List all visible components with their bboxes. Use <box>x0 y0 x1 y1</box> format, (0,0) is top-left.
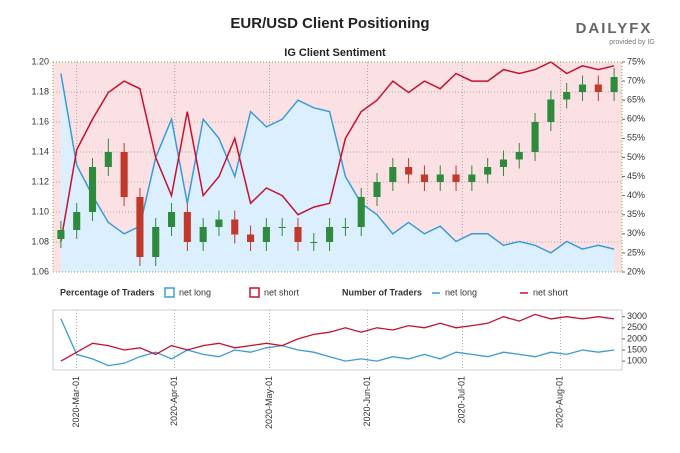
candle-body <box>389 167 397 182</box>
legend-title: Number of Traders <box>342 287 422 297</box>
y-tick-label: 1.18 <box>31 86 49 96</box>
brand: DAILYFX <box>576 20 653 37</box>
candle-body <box>120 152 128 197</box>
candle-body <box>247 234 255 242</box>
candle-body <box>326 227 334 242</box>
candle-body <box>547 99 555 122</box>
candle-body <box>57 230 65 239</box>
line <box>60 73 615 254</box>
y-tick-label: 1.20 <box>31 56 49 66</box>
line <box>60 313 615 362</box>
plot-frame <box>52 61 623 273</box>
y-tick-label: 1.12 <box>31 176 49 186</box>
candle-body <box>452 174 460 182</box>
candle-body <box>310 242 318 243</box>
legend-label: net long <box>445 287 477 297</box>
y2-tick-label: 3000 <box>627 311 647 321</box>
candle-body <box>468 174 476 182</box>
candle-body <box>262 227 270 242</box>
candle-body <box>484 167 492 175</box>
legend-label: net long <box>179 287 211 297</box>
x-tick-label: 2020-Jun-01 <box>362 376 372 427</box>
y2-tick-label: 40% <box>627 190 645 200</box>
x-tick-label: 2020-Jul-01 <box>457 376 467 424</box>
candle-body <box>183 212 191 242</box>
x-tick-label: 2020-May-01 <box>264 376 274 429</box>
candle-body <box>88 167 97 212</box>
x-tick-label: 2020-Mar-01 <box>71 376 81 428</box>
y2-tick-label: 50% <box>627 152 645 162</box>
candle-body <box>73 212 81 230</box>
legend-title: Percentage of Traders <box>60 287 155 297</box>
candle-body <box>531 122 539 152</box>
y-tick-label: 1.14 <box>31 146 49 156</box>
candle-body <box>294 227 302 242</box>
y-tick-label: 1.08 <box>31 236 49 246</box>
legend-label: net short <box>264 287 300 297</box>
candle-body <box>341 227 349 228</box>
y2-tick-label: 35% <box>627 209 645 219</box>
candle-body <box>357 197 365 227</box>
y-tick-label: 1.16 <box>31 116 49 126</box>
y2-tick-label: 1000 <box>627 355 647 365</box>
y2-tick-label: 65% <box>627 95 645 105</box>
y-tick-label: 1.06 <box>31 266 49 276</box>
y2-tick-label: 2500 <box>627 322 647 332</box>
candle-body <box>436 174 444 182</box>
y2-tick-label: 2000 <box>627 333 647 343</box>
y2-tick-label: 75% <box>627 56 645 66</box>
candle-body <box>594 84 602 92</box>
candle-body <box>104 152 112 167</box>
page-title: EUR/USD Client Positioning <box>230 15 429 32</box>
y-tick-label: 1.10 <box>31 206 49 216</box>
candle-body <box>420 174 428 182</box>
y2-tick-label: 70% <box>627 75 645 85</box>
candle-body <box>278 227 286 228</box>
brand-tagline: provided by IG <box>609 39 655 46</box>
candle-body <box>515 152 523 160</box>
candle-body <box>610 77 618 92</box>
candle-body <box>563 92 571 100</box>
y2-tick-label: 20% <box>627 266 645 276</box>
legend-swatch <box>164 287 175 298</box>
candle-body <box>199 227 207 242</box>
candle-body <box>136 197 144 257</box>
candle-body <box>231 219 239 235</box>
panel-frame <box>52 309 623 371</box>
y2-tick-label: 25% <box>627 247 645 257</box>
x-tick-label: 2020-Apr-01 <box>169 376 179 426</box>
y2-tick-label: 60% <box>627 114 645 124</box>
candle-body <box>215 219 223 227</box>
line <box>60 61 615 242</box>
x-tick-label: 2020-Aug-01 <box>555 376 565 428</box>
legend-label: net short <box>533 287 569 297</box>
candle-body <box>152 227 160 257</box>
candle-body <box>373 182 381 197</box>
candle-body <box>578 84 587 92</box>
y2-tick-label: 30% <box>627 228 645 238</box>
candle-body <box>405 167 413 175</box>
y2-tick-label: 45% <box>627 171 645 181</box>
y2-tick-label: 1500 <box>627 344 647 354</box>
candle-body <box>499 159 508 167</box>
y2-tick-label: 55% <box>627 133 645 143</box>
candle-body <box>167 212 176 227</box>
legend-swatch <box>249 287 260 298</box>
chart-subtitle: IG Client Sentiment <box>284 47 386 59</box>
